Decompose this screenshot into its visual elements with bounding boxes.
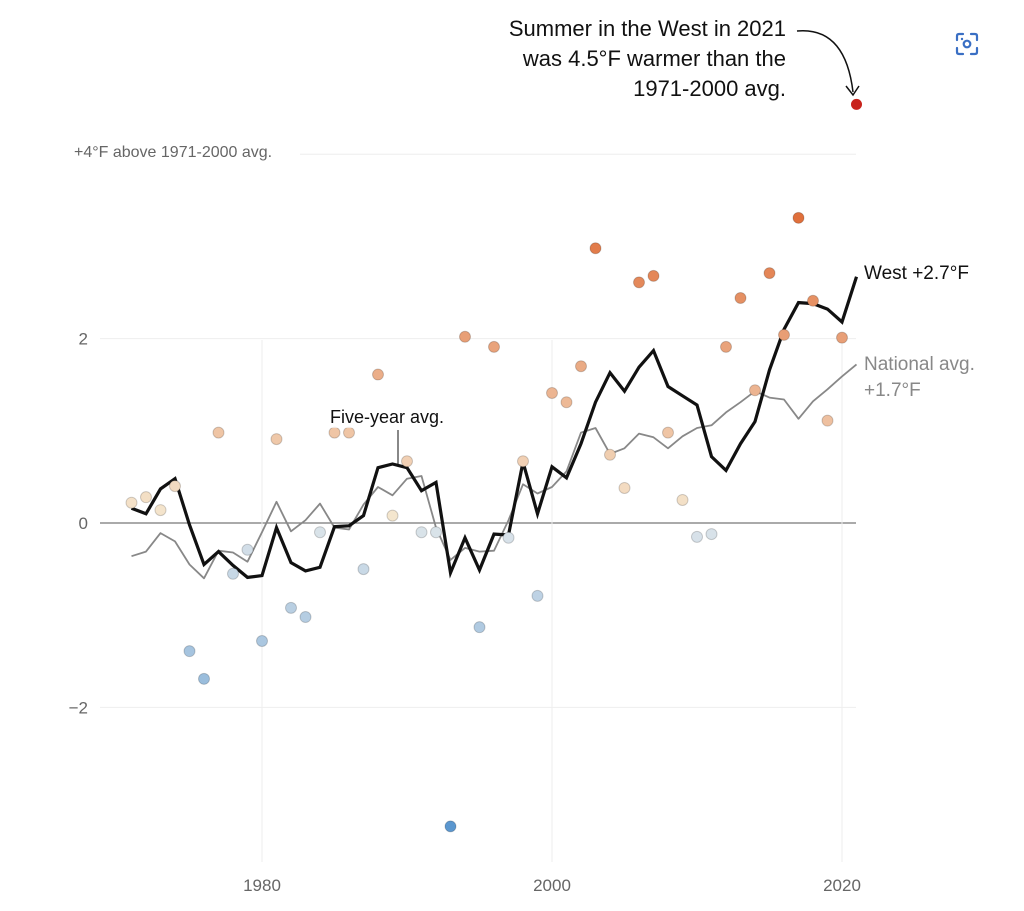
national-label-line-1: National avg.	[864, 354, 975, 375]
data-point	[401, 455, 413, 468]
data-point	[227, 567, 239, 580]
annotation-connectors	[397, 30, 860, 465]
national-series-label: National avg. +1.7°F	[864, 352, 975, 404]
national-label-line-2: +1.7°F	[864, 380, 921, 401]
data-point	[749, 384, 761, 397]
annotation-line-2: was 4.5°F warmer than the	[522, 46, 786, 71]
data-point	[212, 426, 225, 439]
data-point	[836, 331, 848, 344]
focus-view-icon	[955, 32, 979, 56]
annotation-line-1: Summer in the West in 2021	[508, 16, 786, 41]
data-point	[488, 340, 500, 353]
west-annual-dots	[125, 98, 862, 833]
data-point	[343, 426, 355, 439]
highlight-annotation: Summer in the West in 2021 was 4.5°F war…	[509, 14, 786, 104]
x-tick-label: 2020	[823, 876, 861, 895]
data-point	[604, 448, 616, 461]
data-point	[676, 493, 689, 506]
annotation-arrowhead	[845, 85, 860, 97]
national-avg-line	[131, 363, 858, 580]
focus-view-button[interactable]	[954, 31, 980, 57]
data-point	[647, 269, 660, 282]
data-point	[169, 480, 181, 493]
y-tick-label: 0	[79, 514, 88, 533]
annotation-arrow	[796, 30, 854, 93]
data-point	[807, 294, 819, 307]
data-point	[444, 820, 457, 833]
national-avg-line-group	[131, 363, 858, 580]
data-point	[720, 340, 732, 353]
data-point	[851, 98, 862, 110]
data-point	[792, 211, 805, 224]
data-point	[705, 528, 718, 541]
data-point	[618, 481, 631, 494]
data-point	[415, 526, 428, 539]
data-point	[386, 509, 399, 522]
west-series-label: West +2.7°F	[864, 263, 969, 284]
data-point	[357, 563, 370, 576]
data-point	[140, 491, 152, 504]
data-point	[778, 328, 790, 341]
x-tick-label: 1980	[243, 876, 281, 895]
data-point	[299, 611, 312, 624]
data-point	[241, 543, 254, 556]
grid-lines	[100, 153, 856, 862]
annotation-line-3: 1971-2000 avg.	[633, 76, 786, 101]
x-tick-label: 2000	[533, 876, 571, 895]
data-point	[589, 242, 602, 255]
data-point	[154, 504, 167, 517]
west-five-year-line-group	[130, 276, 859, 580]
data-point	[763, 267, 776, 280]
data-point	[560, 396, 573, 409]
data-point	[183, 645, 196, 658]
data-point	[662, 426, 674, 439]
data-point	[198, 672, 210, 685]
data-point	[531, 589, 544, 602]
y-tick-label: 2	[79, 330, 88, 349]
data-point	[473, 621, 486, 634]
five-year-avg-label: Five-year avg.	[330, 407, 445, 428]
y-axis: −2 0 2	[69, 330, 88, 718]
data-point	[575, 360, 587, 373]
data-point	[372, 368, 384, 381]
data-point	[517, 455, 529, 468]
data-point	[546, 386, 558, 399]
data-point	[821, 414, 834, 427]
data-point	[734, 292, 747, 305]
data-point	[125, 496, 138, 509]
data-point	[285, 601, 297, 614]
x-axis: 1980 2000 2020	[243, 876, 861, 895]
data-point	[256, 635, 268, 648]
y-tick-label: −2	[69, 698, 88, 717]
data-point	[691, 530, 703, 543]
data-point	[328, 426, 341, 439]
data-point	[430, 526, 442, 539]
west-five-year-line	[130, 276, 859, 580]
data-point	[314, 526, 326, 539]
y-axis-top-label: +4°F above 1971-2000 avg.	[74, 144, 279, 162]
data-point	[633, 276, 645, 289]
data-point	[270, 433, 283, 446]
data-point	[502, 531, 515, 544]
data-point	[459, 330, 471, 343]
